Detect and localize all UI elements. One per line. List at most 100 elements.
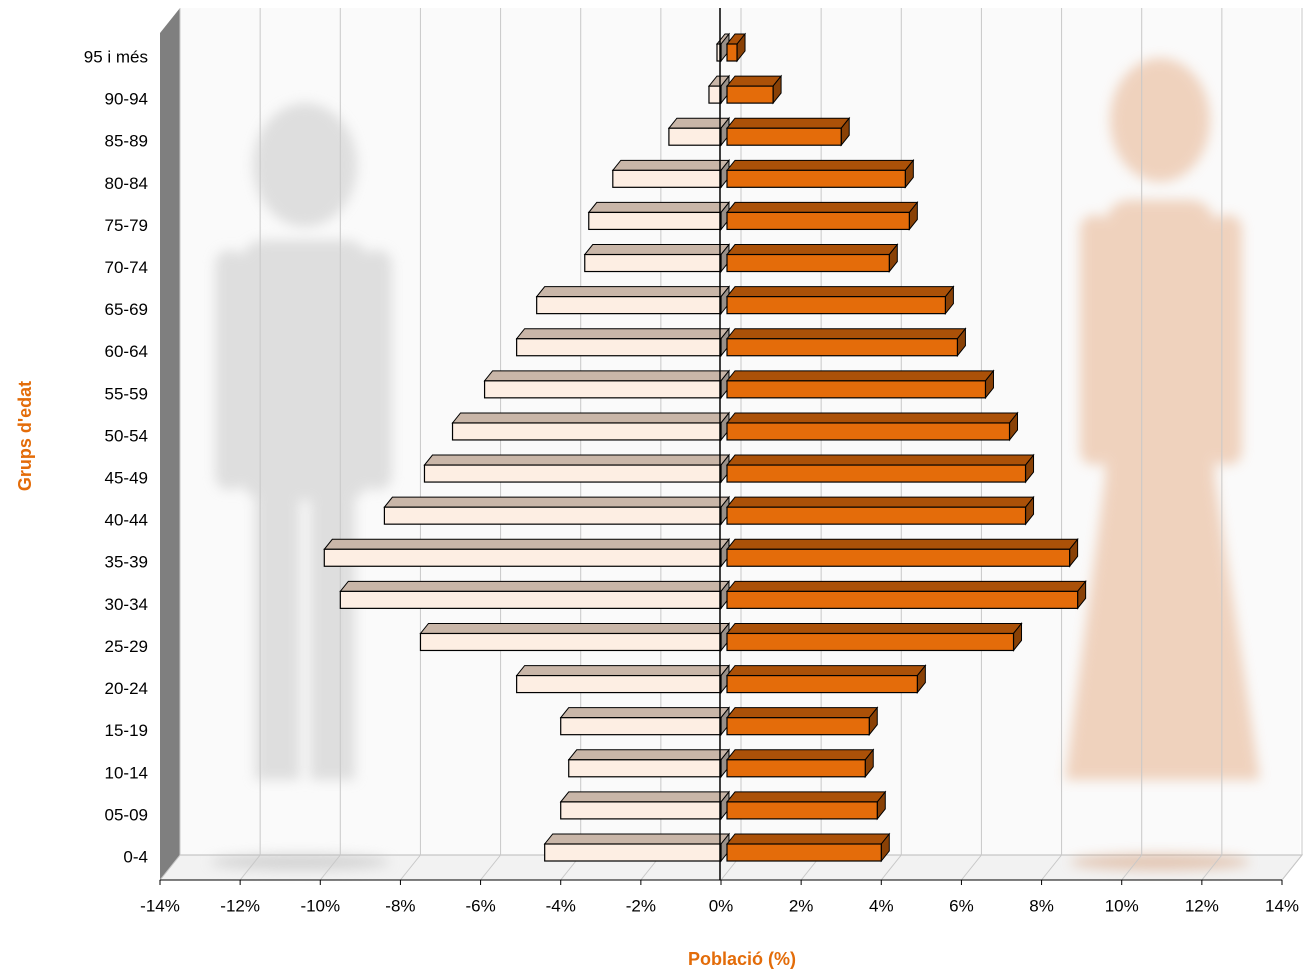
bar-top: [583, 244, 731, 256]
bar: [544, 843, 722, 862]
bar-top: [535, 286, 731, 298]
bar-top: [725, 117, 851, 129]
male-silhouette: [210, 103, 392, 870]
bar: [560, 717, 722, 736]
bar-top: [725, 370, 995, 382]
bar: [726, 253, 890, 273]
x-tick-label: -14%: [140, 896, 180, 915]
bar-top: [725, 328, 967, 340]
bar-top: [515, 328, 731, 340]
bar: [516, 674, 722, 694]
bar: [726, 422, 1011, 441]
bar: [726, 590, 1079, 609]
bar: [726, 801, 878, 820]
bar-top: [423, 454, 731, 466]
bar-top: [339, 580, 731, 592]
bar: [483, 380, 722, 399]
y-tick-label: 05-09: [105, 805, 148, 824]
y-tick-label: 45-49: [105, 469, 148, 488]
bar-top: [483, 370, 731, 382]
bar-top: [725, 412, 1019, 424]
x-tick-label: -2%: [626, 896, 656, 915]
bar: [568, 759, 722, 778]
bar: [726, 380, 987, 399]
bar: [383, 506, 722, 525]
bar: [726, 296, 946, 315]
bar-top: [725, 286, 955, 298]
y-tick-label: 80-84: [105, 174, 148, 193]
bar: [726, 211, 910, 231]
bar: [536, 296, 722, 315]
x-tick-label: -12%: [220, 896, 260, 915]
floor-grid-line: [1281, 854, 1303, 881]
floor-grid-line: [1201, 854, 1223, 881]
floor-grid-line: [880, 854, 902, 881]
y-tick-label: 60-64: [105, 342, 148, 361]
floor-grid-line: [319, 854, 341, 881]
bar: [584, 253, 722, 273]
y-axis-title: Grups d'edat: [15, 381, 35, 491]
y-tick-label: 0-4: [123, 847, 148, 866]
bar-top: [515, 665, 731, 677]
bar: [726, 169, 906, 188]
bar: [560, 801, 722, 820]
bar-top: [725, 244, 899, 256]
floor-grid-line: [480, 854, 501, 881]
x-tick-label: -8%: [385, 896, 415, 915]
y-tick-label: 20-24: [105, 679, 148, 698]
floor-grid-line: [239, 854, 261, 881]
bar-top: [725, 622, 1023, 634]
x-tick-label: 14%: [1265, 896, 1299, 915]
bar-top: [725, 580, 1087, 592]
bar: [516, 338, 722, 357]
bar-top: [725, 833, 891, 845]
floor-grid-line: [1041, 854, 1062, 881]
bar-top: [725, 538, 1079, 550]
bar: [612, 169, 722, 188]
female-silhouette: [1065, 58, 1260, 870]
floor-grid-line: [159, 854, 181, 881]
x-tick-label: 10%: [1105, 896, 1139, 915]
bar: [726, 338, 959, 357]
y-tick-label: 50-54: [105, 426, 148, 445]
bar-top: [567, 749, 731, 761]
x-tick-label: 12%: [1185, 896, 1219, 915]
y-tick-label: 10-14: [105, 763, 148, 782]
x-tick-label: 8%: [1029, 896, 1054, 915]
bar-top: [611, 159, 731, 171]
bar: [726, 127, 842, 146]
bar-top: [725, 496, 1035, 508]
bar: [339, 590, 722, 609]
y-tick-label: 95 i més: [84, 47, 148, 66]
bar: [708, 85, 722, 104]
y-tick-label: 75-79: [105, 216, 148, 235]
x-axis-title: Població (%): [688, 949, 796, 969]
bar: [726, 43, 738, 62]
x-tick-label: -6%: [465, 896, 495, 915]
bar: [419, 632, 722, 652]
x-tick-label: -4%: [546, 896, 576, 915]
bar-top: [543, 833, 731, 845]
bar-top: [725, 75, 783, 87]
y-tick-label: 90-94: [105, 90, 148, 109]
bar-top: [725, 201, 919, 213]
bar: [451, 422, 722, 441]
bar: [726, 632, 1015, 652]
floor-grid-line: [961, 854, 982, 881]
bar: [726, 548, 1071, 567]
bar: [726, 85, 774, 104]
y-tick-label: 35-39: [105, 553, 148, 572]
x-tick-label: -10%: [300, 896, 340, 915]
bar-top: [323, 538, 731, 550]
x-tick-label: 2%: [789, 896, 814, 915]
bar-top: [587, 201, 731, 213]
y-tick-label: 55-59: [105, 384, 148, 403]
bar: [726, 464, 1027, 483]
x-tick-label: 4%: [869, 896, 894, 915]
floor-grid-line: [1121, 854, 1143, 881]
bar: [423, 464, 722, 483]
bar: [716, 43, 722, 62]
bar-top: [451, 412, 731, 424]
bar: [588, 211, 722, 231]
